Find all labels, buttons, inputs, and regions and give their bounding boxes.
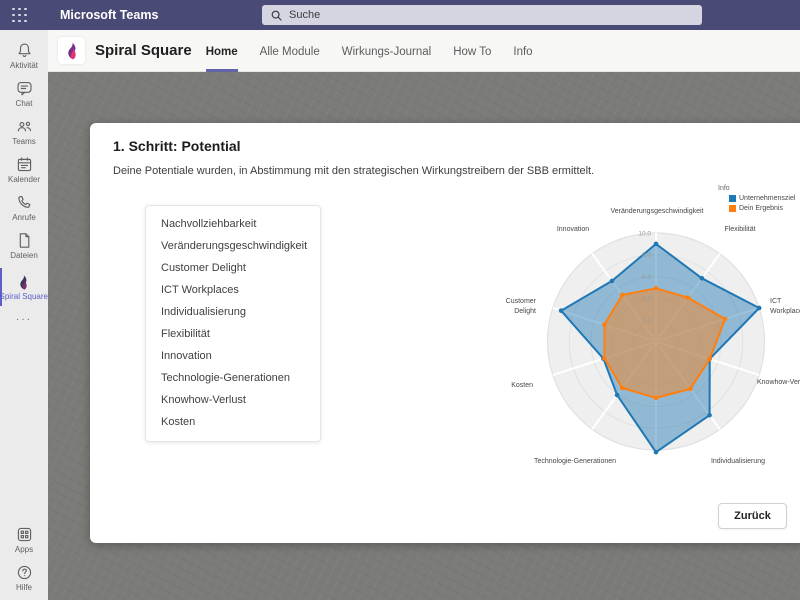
list-item: Flexibilität <box>161 328 210 340</box>
sidebar-item-chat[interactable]: Chat <box>0 74 48 112</box>
tab-how-to[interactable]: How To <box>453 45 492 58</box>
axis-label: Individualisierung <box>711 458 765 465</box>
list-item: Veränderungsgeschwindigkeit <box>161 240 308 252</box>
people-icon <box>15 117 34 136</box>
app-rail: Aktivität Chat Teams Kalender Anrufe Dat… <box>0 30 48 600</box>
radar-marker <box>707 412 712 418</box>
legend-swatch <box>729 205 736 212</box>
apps-grid-icon <box>15 525 34 544</box>
radar-chart: 2.0 4.0 6.0 8.0 10.0 Veränderungsgeschwindigk… <box>506 208 800 465</box>
radar-marker <box>558 308 564 313</box>
tab-wirkungs-journal[interactable]: Wirkungs-Journal <box>341 45 432 58</box>
legend-label: Unternehmensziel <box>739 195 796 202</box>
flame-icon <box>67 42 76 59</box>
list-item: Innovation <box>161 350 212 362</box>
more-apps-icon[interactable]: ··· <box>16 313 32 325</box>
axis-label: Innovation <box>557 226 589 233</box>
radial-tick-label: 8.0 <box>642 252 651 259</box>
tab-info[interactable]: Info <box>513 45 533 58</box>
axis-label: Flexibilität <box>724 226 755 233</box>
axis-label: Technologie-Generationen <box>534 458 616 465</box>
list-item: Individualisierung <box>161 306 246 318</box>
axis-label: Kosten <box>511 382 533 389</box>
sidebar-item-hilfe[interactable]: Hilfe <box>0 558 48 596</box>
help-icon <box>15 563 34 582</box>
sidebar-item-apps[interactable]: Apps <box>0 520 48 558</box>
radar-marker <box>619 385 625 391</box>
list-item: Customer Delight <box>161 262 246 274</box>
chart-legend: Info Unternehmensziel Dein Ergebnis <box>716 185 800 215</box>
search-placeholder: Suche <box>289 9 321 21</box>
app-header: Spiral Square Home Alle Module Wirkungs-… <box>48 30 800 72</box>
list-item: Kosten <box>161 416 196 428</box>
legend-label: Dein Ergebnis <box>739 205 783 212</box>
tab-alle-module[interactable]: Alle Module <box>259 45 320 58</box>
sidebar-item-kalender[interactable]: Kalender <box>0 150 48 188</box>
app-name: Spiral Square <box>95 42 192 59</box>
radar-spoke <box>591 253 657 343</box>
file-icon <box>15 231 34 250</box>
radar-spoke <box>591 340 657 430</box>
step-card: 1. Schritt: Potential Deine Potentiale w… <box>90 123 800 543</box>
axis-label: Customer Delight <box>506 298 537 315</box>
legend-title: Info <box>718 185 730 192</box>
sidebar-item-aktivitaet[interactable]: Aktivität <box>0 36 48 74</box>
list-item: ICT Workplaces <box>161 284 239 296</box>
radar-marker <box>602 355 607 361</box>
radar-marker <box>609 278 615 284</box>
back-button[interactable]: Zurück <box>718 503 787 529</box>
legend-item[interactable]: Dein Ergebnis <box>729 205 800 212</box>
radar-marker <box>688 386 693 392</box>
page-title: 1. Schritt: Potential <box>113 138 241 154</box>
chart-legend-items: Unternehmensziel Dein Ergebnis <box>716 195 800 212</box>
radar-marker <box>653 286 659 291</box>
page-description: Deine Potentiale wurden, in Abstimmung m… <box>113 165 595 177</box>
sidebar-item-anrufe[interactable]: Anrufe <box>0 188 48 226</box>
phone-icon <box>15 193 34 212</box>
potential-list: Nachvollziehbarkeit Veränderungsgeschwin… <box>145 205 321 442</box>
sidebar-item-dateien[interactable]: Dateien <box>0 226 48 264</box>
bell-icon <box>15 41 34 60</box>
sidebar-item-spiral-square[interactable]: Spiral Square <box>0 268 48 306</box>
flame-icon <box>15 274 32 291</box>
radar-spoke <box>655 307 760 343</box>
chat-icon <box>15 79 34 98</box>
legend-swatch <box>729 195 736 202</box>
list-item: Technologie-Generationen <box>161 372 291 384</box>
legend-item[interactable]: Unternehmensziel <box>729 195 800 202</box>
radar-marker <box>653 449 659 455</box>
tab-home[interactable]: Home <box>205 30 238 72</box>
axis-label: Veränderungsgeschwindigkeit <box>610 208 703 215</box>
waffle-icon[interactable] <box>12 7 27 23</box>
teams-title-bar: Microsoft Teams Suche <box>0 0 800 30</box>
axis-label: Knowhow-Verlust <box>757 379 800 386</box>
radar-marker <box>756 305 762 311</box>
radar-marker <box>653 241 659 247</box>
radial-tick-label: 6.0 <box>642 274 651 281</box>
radial-tick-label: 2.0 <box>642 317 651 324</box>
list-item: Nachvollziehbarkeit <box>161 218 257 230</box>
radar-marker <box>602 322 607 328</box>
radar-marker <box>614 392 620 398</box>
radar-marker <box>699 275 705 281</box>
radar-marker <box>619 292 625 298</box>
spiral-square-logo <box>58 37 85 64</box>
list-item: Knowhow-Verlust <box>161 394 246 406</box>
radar-marker <box>653 395 659 401</box>
radial-tick-label: 10.0 <box>638 231 651 238</box>
app-title: Microsoft Teams <box>60 8 159 22</box>
calendar-icon <box>15 155 34 174</box>
radial-tick-label: 4.0 <box>642 296 651 303</box>
radar-marker <box>685 295 691 300</box>
radar-marker <box>707 356 712 362</box>
radar-marker <box>722 316 728 322</box>
tab-bar: Home Alle Module Wirkungs-Journal How To… <box>205 30 533 72</box>
search-icon <box>271 10 282 21</box>
sidebar-item-teams[interactable]: Teams <box>0 112 48 150</box>
search-input[interactable]: Suche <box>262 5 702 25</box>
